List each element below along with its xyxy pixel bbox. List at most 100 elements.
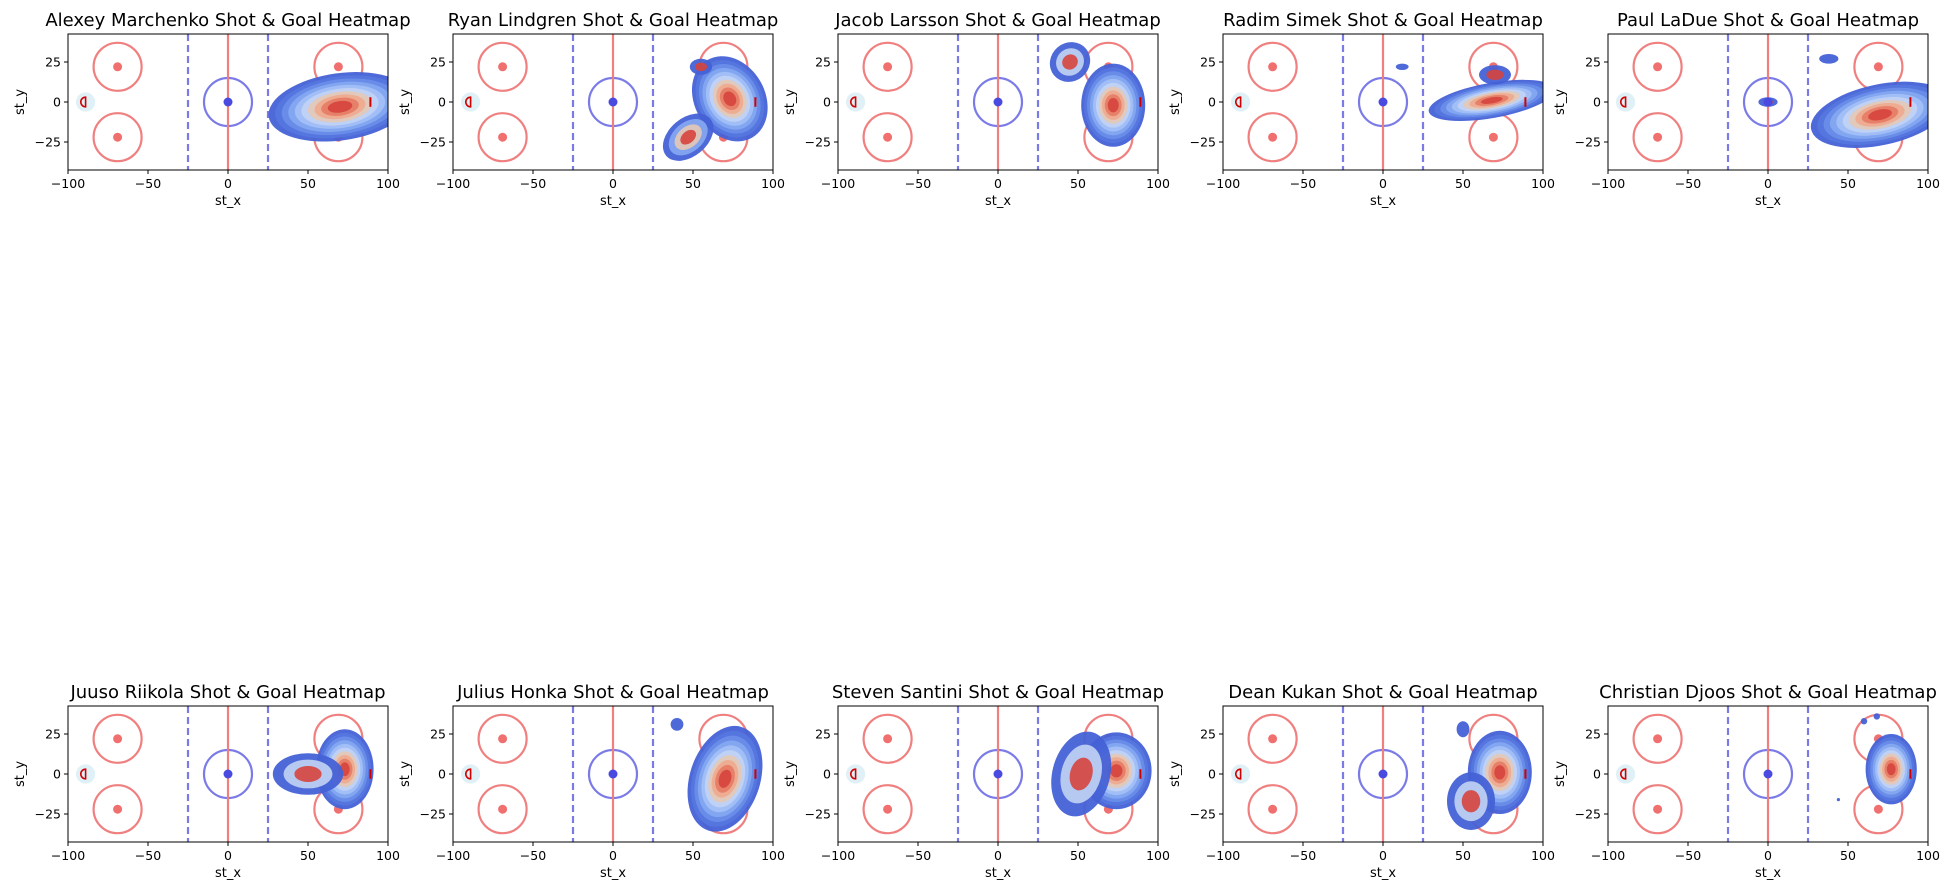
faceoff-dot [1653, 734, 1663, 744]
faceoff-dot [1873, 804, 1883, 814]
x-tick-label: −100 [821, 176, 855, 191]
density-contour [1819, 54, 1839, 64]
left-goal-net [80, 96, 87, 108]
center-faceoff-dot [1378, 769, 1388, 779]
y-axis-label: st_y [783, 761, 798, 787]
x-tick-label: −100 [436, 848, 470, 863]
density-blob [1819, 54, 1839, 64]
faceoff-dot [113, 734, 123, 744]
chart-panel: −100 −50 0 50 100 −25 0 25 st_x st_y Christian Djo… [1553, 682, 1940, 881]
x-tick-label: 50 [1070, 848, 1086, 863]
x-tick-label: −100 [51, 176, 85, 191]
chart-panel: −100 −50 0 50 100 −25 0 25 st_x st_y Julius Honka … [398, 682, 785, 881]
faceoff-circle [477, 713, 528, 764]
y-tick-label: 0 [53, 95, 61, 110]
density-contour [694, 62, 708, 72]
density-contour [1456, 721, 1470, 738]
x-tick-label: −100 [821, 848, 855, 863]
faceoff-dot [1488, 132, 1498, 142]
center-faceoff-dot [993, 97, 1003, 107]
density-layer [670, 718, 763, 832]
x-tick-label: −50 [1675, 848, 1701, 863]
faceoff-circle [92, 784, 143, 835]
density-contour [670, 718, 684, 731]
y-tick-label: −25 [805, 807, 831, 822]
density-contour [1873, 713, 1881, 720]
rink-markings [76, 706, 374, 842]
faceoff-circle [477, 784, 528, 835]
rink-markings [461, 706, 763, 842]
left-goal-net [465, 768, 472, 780]
density-blob [1479, 65, 1511, 85]
x-axis-label: st_x [215, 194, 241, 209]
y-axis-label: st_y [13, 89, 28, 115]
density-contour [718, 769, 732, 788]
x-axis-label: st_x [600, 194, 626, 209]
rink-markings [846, 706, 1152, 842]
x-axis-label: st_x [1755, 194, 1781, 209]
density-contour [1868, 109, 1892, 121]
rink-markings [461, 34, 768, 170]
density-blob [1456, 721, 1470, 738]
faceoff-dot [1268, 62, 1278, 72]
density-layer [1836, 713, 1917, 805]
density-contour [1062, 54, 1078, 70]
left-goal-net [1235, 96, 1242, 108]
faceoff-dot [883, 804, 893, 814]
left-goal-net [1235, 768, 1242, 780]
density-blob [1051, 731, 1112, 817]
density-contour [1836, 798, 1840, 802]
faceoff-dot [1653, 132, 1663, 142]
faceoff-dot [113, 132, 123, 142]
left-goal-net [465, 96, 472, 108]
faceoff-dot [1873, 62, 1883, 72]
y-tick-label: −25 [35, 135, 61, 150]
y-tick-label: 25 [45, 727, 61, 742]
faceoff-dot [1268, 132, 1278, 142]
faceoff-circle [1247, 41, 1298, 92]
x-tick-label: −50 [520, 848, 546, 863]
y-tick-label: 25 [430, 727, 446, 742]
y-axis-label: st_y [398, 761, 413, 787]
faceoff-circle [862, 713, 913, 764]
faceoff-circle [862, 112, 913, 163]
faceoff-circle [1247, 713, 1298, 764]
x-tick-label: 100 [1531, 848, 1555, 863]
x-tick-label: −100 [1206, 176, 1240, 191]
faceoff-dot [498, 132, 508, 142]
center-faceoff-dot [1763, 769, 1773, 779]
center-faceoff-dot [608, 769, 618, 779]
faceoff-circle [862, 41, 913, 92]
density-blob [1836, 798, 1840, 802]
y-tick-label: 25 [1585, 55, 1601, 70]
faceoff-dot [498, 734, 508, 744]
faceoff-dot [1653, 62, 1663, 72]
faceoff-circle [477, 41, 528, 92]
x-tick-label: 50 [1455, 176, 1471, 191]
left-goal-net [1620, 96, 1627, 108]
y-tick-label: 0 [1593, 767, 1601, 782]
density-blob [1395, 63, 1409, 70]
x-tick-label: 0 [224, 848, 232, 863]
density-contour [1480, 96, 1503, 104]
center-faceoff-dot [993, 769, 1003, 779]
x-axis-label: st_x [1755, 866, 1781, 881]
density-blob [272, 753, 344, 795]
x-tick-label: 50 [1840, 848, 1856, 863]
x-axis-label: st_x [985, 866, 1011, 881]
y-tick-label: 25 [1585, 727, 1601, 742]
y-tick-label: −25 [420, 807, 446, 822]
density-blob [689, 58, 713, 75]
y-tick-label: 0 [1208, 767, 1216, 782]
y-axis-label: st_y [1553, 761, 1568, 787]
rink-markings [846, 34, 1146, 170]
chart-title: Jacob Larsson Shot & Goal Heatmap [834, 10, 1161, 31]
chart-title: Julius Honka Shot & Goal Heatmap [456, 682, 769, 703]
density-blob [268, 72, 388, 142]
rink-markings [1616, 34, 1928, 170]
y-tick-label: 0 [53, 767, 61, 782]
faceoff-dot [1653, 804, 1663, 814]
faceoff-dot [883, 132, 893, 142]
rink-markings [76, 34, 388, 170]
density-layer [268, 72, 388, 142]
